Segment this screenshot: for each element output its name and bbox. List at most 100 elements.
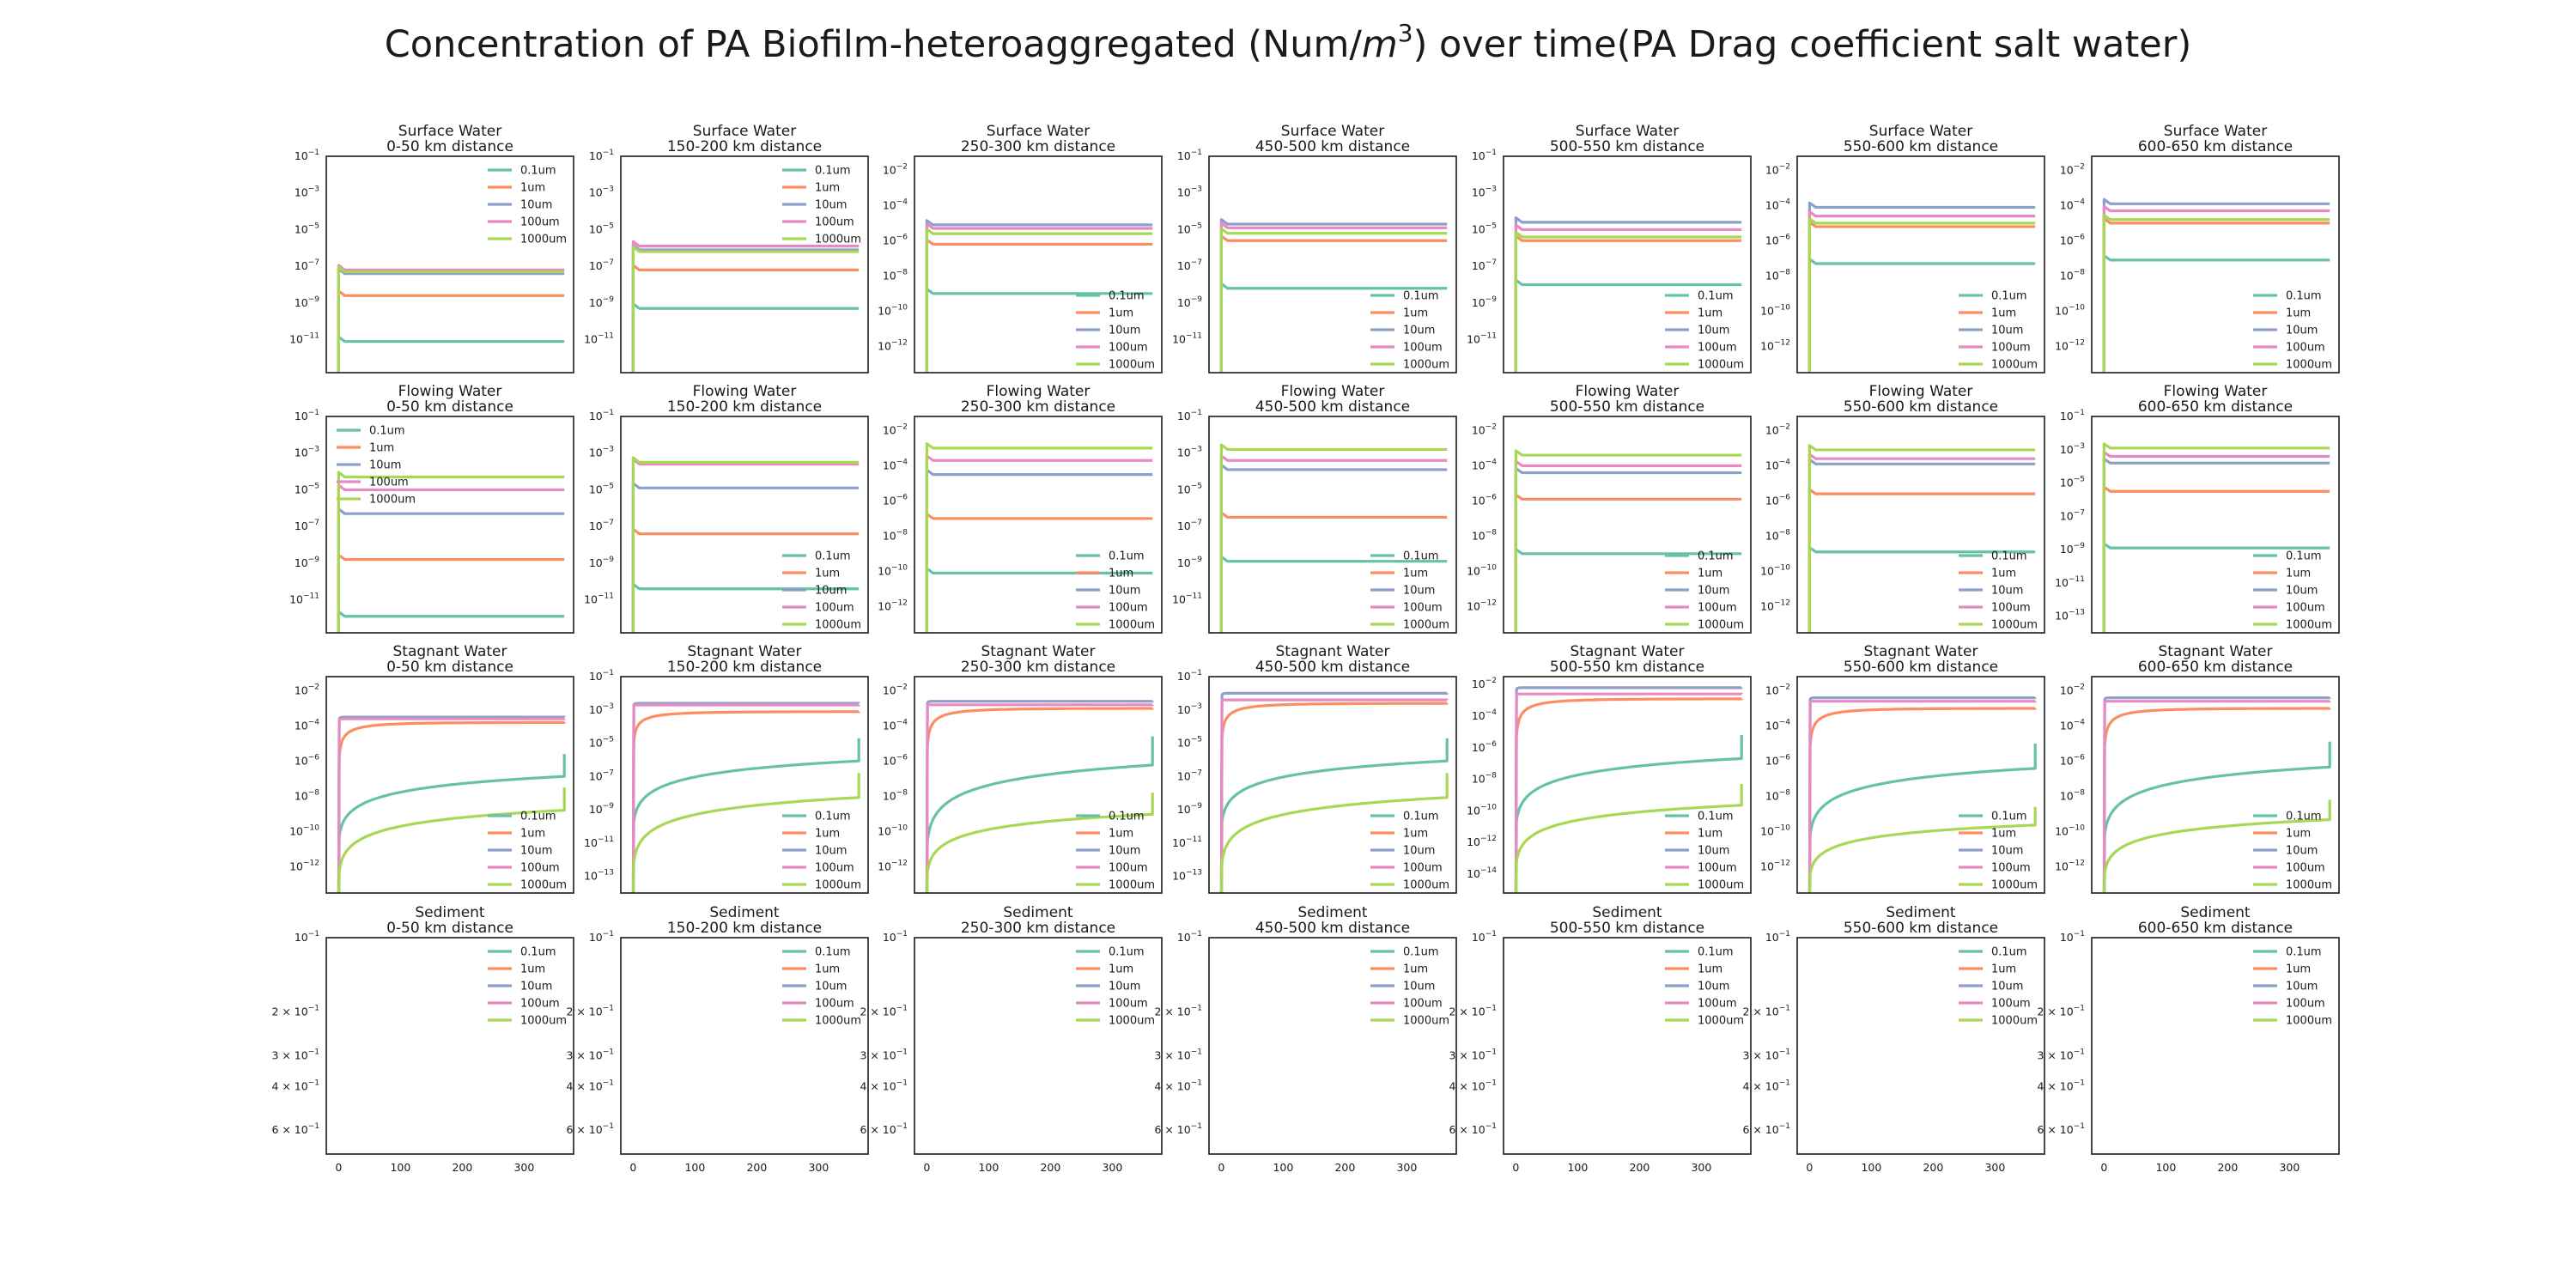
series-line-1000um xyxy=(2102,214,2330,373)
legend-label: 10um xyxy=(1698,585,1729,598)
legend-label: 10um xyxy=(1991,325,2023,337)
legend-label: 100um xyxy=(1698,602,1737,615)
legend-label: 10um xyxy=(2286,845,2318,858)
plot-frame xyxy=(1503,155,1752,374)
y-tick-label: 10−5 xyxy=(589,482,614,495)
subplot-title-distance: 150-200 km distance xyxy=(667,398,822,416)
legend-label: 0.1um xyxy=(1698,811,1734,823)
legend-label: 0.1um xyxy=(1403,290,1439,303)
series-line-10um xyxy=(1514,686,1743,893)
series-line-1000um xyxy=(925,228,1153,373)
y-tick-label: 10−1 xyxy=(589,930,614,944)
y-tick-label: 10−7 xyxy=(1177,769,1202,782)
y-tick-label: 6 × 10−1 xyxy=(860,1122,908,1136)
series-line-1000um xyxy=(1807,444,2036,633)
legend-label: 100um xyxy=(1403,602,1443,615)
y-tick-label: 6 × 10−1 xyxy=(271,1122,319,1136)
subplot-title-distance: 500-550 km distance xyxy=(1550,659,1704,676)
y-tick-label: 10−4 xyxy=(1765,458,1790,471)
y-tick-label: 10−5 xyxy=(2060,476,2085,489)
subplot-title-distance: 600-650 km distance xyxy=(2138,659,2293,676)
legend-label: 10um xyxy=(1109,845,1140,858)
legend-label: 1um xyxy=(2286,307,2311,320)
series-line-1000um xyxy=(337,265,565,373)
legend-label: 0.1um xyxy=(1698,290,1734,303)
series-line-1000um xyxy=(2102,442,2330,633)
y-tick-label: 10−12 xyxy=(1760,338,1790,352)
series-lines xyxy=(1514,216,1742,373)
y-tick-label: 10−8 xyxy=(1765,528,1790,542)
series-lines xyxy=(337,471,565,633)
subplot-title-distance: 450-500 km distance xyxy=(1255,138,1410,155)
series-lines xyxy=(1219,218,1448,373)
legend-label: 10um xyxy=(1403,325,1435,337)
y-tick-label: 4 × 10−1 xyxy=(2037,1078,2085,1092)
series-line-100um xyxy=(337,483,565,633)
y-tick-label: 10−3 xyxy=(589,702,614,716)
y-tick-label: 4 × 10−1 xyxy=(1154,1078,1202,1092)
legend-label: 10um xyxy=(2286,325,2318,337)
legend-label: 1000um xyxy=(2286,1015,2332,1028)
series-lines xyxy=(1807,201,2036,373)
y-tick-label: 10−12 xyxy=(1467,598,1497,612)
subplot-title-compartment: Sediment xyxy=(1886,904,1956,921)
series-line-10um xyxy=(337,507,565,633)
y-tick-label: 10−8 xyxy=(2060,268,2085,282)
y-tick-label: 10−10 xyxy=(2055,823,2085,837)
y-tick-label: 10−2 xyxy=(2060,683,2085,696)
series-line-100um xyxy=(337,717,566,893)
y-tick-label: 10−7 xyxy=(589,258,614,272)
series-line-10um xyxy=(2102,696,2331,893)
subplot-title-compartment: Surface Water xyxy=(987,123,1090,140)
series-lines xyxy=(925,219,1153,373)
legend-label: 1um xyxy=(1698,307,1722,320)
y-tick-label: 3 × 10−1 xyxy=(1742,1048,1790,1061)
legend-label: 1000um xyxy=(1109,619,1155,632)
legend-label: 10um xyxy=(520,845,552,858)
legend-label: 10um xyxy=(369,459,401,472)
subplot-title-distance: 0-50 km distance xyxy=(386,398,513,416)
y-tick-label: 10−10 xyxy=(1760,303,1790,317)
series-lines xyxy=(1219,691,1449,893)
y-tick-label: 10−1 xyxy=(589,149,614,162)
plot-frame xyxy=(914,155,1163,374)
y-tick-label: 10−13 xyxy=(584,869,614,883)
legend: 0.1um 1um 10um 100um 1000um xyxy=(1076,550,1155,632)
y-tick-label: 10−1 xyxy=(295,409,319,422)
y-tick-label: 10−13 xyxy=(1172,869,1202,883)
legend-label: 1um xyxy=(1991,828,2016,841)
subplot-title-distance: 550-600 km distance xyxy=(1844,920,1998,937)
series-line-10um xyxy=(1807,696,2037,893)
legend: 0.1um 1um 10um 100um 1000um xyxy=(1959,550,2038,632)
series-lines xyxy=(631,240,860,373)
legend-label: 10um xyxy=(815,585,847,598)
legend-label: 10um xyxy=(815,199,847,212)
y-tick-label: 10−4 xyxy=(1472,458,1497,471)
legend-label: 1000um xyxy=(1403,879,1449,892)
x-tick-label: 100 xyxy=(390,1161,410,1174)
legend-label: 1000um xyxy=(1698,359,1744,372)
y-tick-label: 10−11 xyxy=(584,332,614,346)
y-tick-label: 10−8 xyxy=(883,788,908,802)
y-tick-label: 10−4 xyxy=(883,197,908,211)
y-tick-label: 3 × 10−1 xyxy=(1154,1048,1202,1061)
legend-label: 0.1um xyxy=(1109,550,1145,563)
subplot-title-compartment: Sediment xyxy=(1592,904,1662,921)
subplot-title-compartment: Flowing Water xyxy=(1576,383,1680,400)
subplot-title-compartment: Stagnant Water xyxy=(1276,643,1390,660)
y-tick-label: 10−9 xyxy=(1177,556,1202,569)
plot-frame xyxy=(914,416,1163,634)
subplot-title-compartment: Surface Water xyxy=(398,123,501,140)
legend: 0.1um 1um 10um 100um 1000um xyxy=(1370,290,1449,372)
series-line-1000um xyxy=(1219,443,1448,633)
legend-label: 10um xyxy=(1991,845,2023,858)
x-tick-label: 300 xyxy=(2279,1161,2300,1174)
y-tick-label: 10−11 xyxy=(1172,332,1202,346)
subplot-title-compartment: Sediment xyxy=(2180,904,2251,921)
legend-label: 1um xyxy=(1109,828,1133,841)
y-tick-label: 10−12 xyxy=(878,598,908,612)
